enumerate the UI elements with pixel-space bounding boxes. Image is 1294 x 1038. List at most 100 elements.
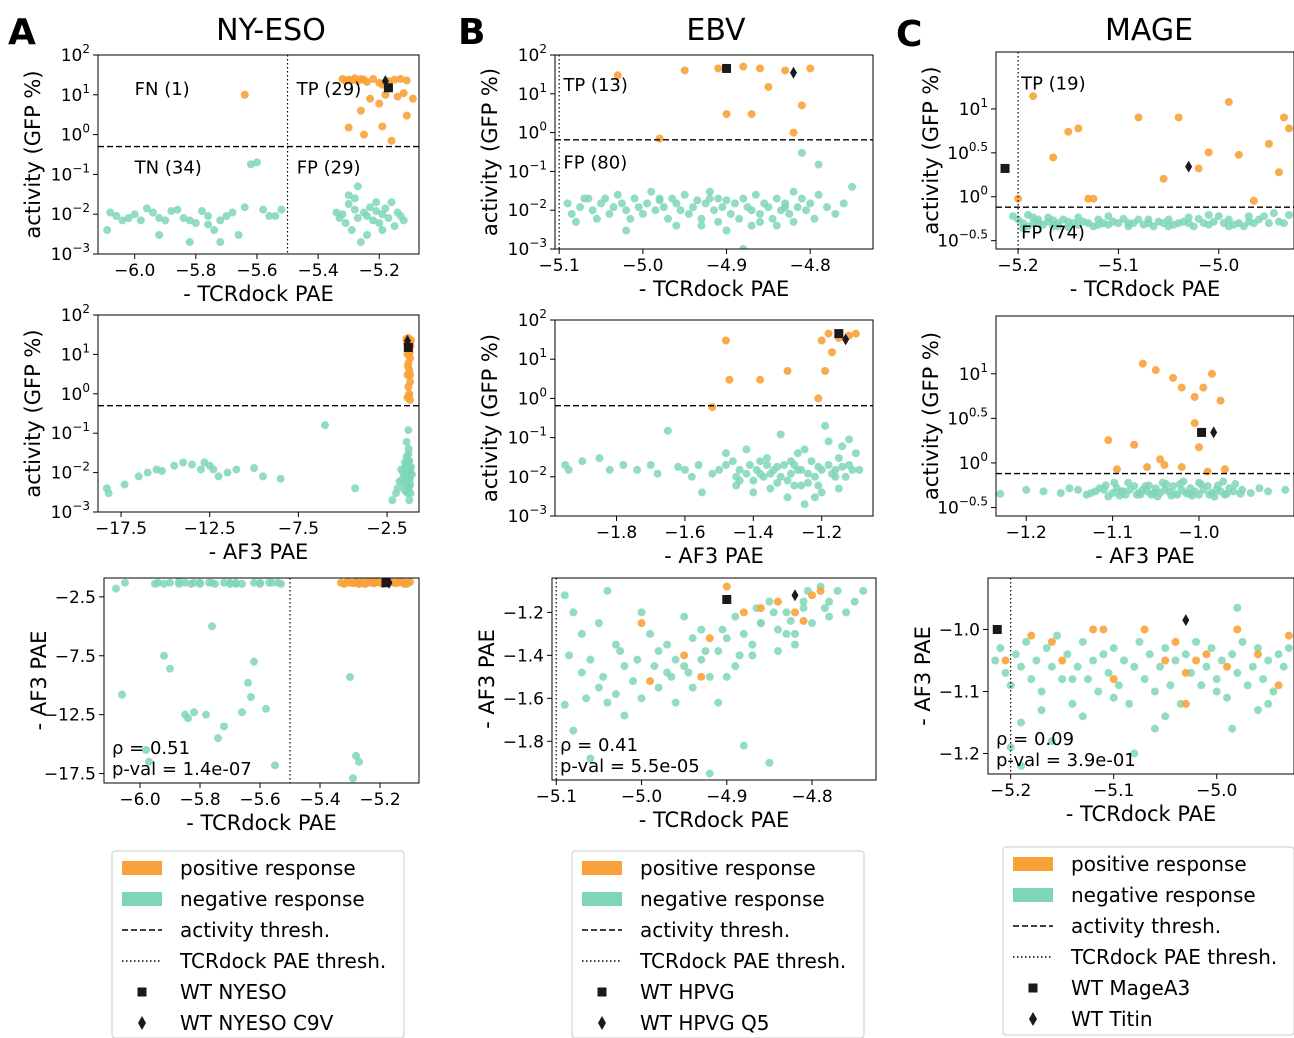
negative-point <box>240 203 249 212</box>
negative-point <box>697 655 706 664</box>
y-tick-label: 10−2 <box>51 460 90 484</box>
positive-point <box>1216 396 1225 405</box>
negative-point <box>1042 644 1051 653</box>
negative-point <box>271 212 280 221</box>
positive-point <box>1014 194 1023 203</box>
y-tick-exponent: −1 <box>72 161 90 175</box>
y-tick-exponent: 1 <box>980 361 988 375</box>
negative-point <box>1037 706 1046 715</box>
y-tick-label: −1.6 <box>503 689 544 709</box>
positive-point <box>821 367 830 376</box>
axes-frame <box>103 577 420 784</box>
y-tick-base: 10 <box>959 365 981 385</box>
negative-point <box>160 651 168 660</box>
wt-diamond-marker <box>842 333 850 346</box>
negative-point <box>1078 637 1087 646</box>
legend-item-label: WT Titin <box>1071 1007 1153 1031</box>
negative-point <box>170 461 179 470</box>
negative-point <box>191 219 200 228</box>
negative-point <box>1094 220 1103 229</box>
x-tick-label: −5.0 <box>621 787 662 807</box>
negative-point <box>730 199 739 208</box>
chart-B3: −5.1 −5.0 −4.9 −4.8 −1.2 −1.4 −1.6 −1.8 - TCRdoc… <box>475 577 877 832</box>
y-tick-base: 10 <box>959 188 981 208</box>
negative-point <box>1135 637 1144 646</box>
negative-point <box>773 625 782 634</box>
positive-point <box>1233 625 1242 634</box>
positive-point <box>739 62 748 71</box>
x-tick-label: −12.5 <box>184 519 236 539</box>
negative-point <box>104 489 113 498</box>
negative-point <box>1194 478 1203 487</box>
negative-point <box>731 662 740 671</box>
negative-point <box>1109 644 1118 653</box>
negative-point <box>718 203 727 212</box>
y-tick-exponent: −2 <box>72 460 90 474</box>
negative-point <box>991 656 1000 665</box>
negative-point <box>834 454 843 463</box>
negative-point <box>134 472 143 481</box>
negative-point <box>817 465 826 474</box>
positive-point <box>1253 650 1262 659</box>
quadrant-count-label: TP (19) <box>1020 73 1086 94</box>
negative-point <box>1269 209 1278 218</box>
negative-point <box>1243 681 1252 690</box>
negative-point <box>1269 687 1278 696</box>
legend-diamond-marker <box>138 1016 146 1030</box>
negative-point <box>173 205 182 214</box>
negative-point <box>742 469 751 478</box>
y-tick-base: 10 <box>959 454 981 474</box>
negative-point <box>637 608 646 617</box>
y-tick-label: −1.0 <box>939 620 980 640</box>
negative-point <box>722 672 731 681</box>
positive-point <box>1202 650 1211 659</box>
negative-point <box>244 678 252 687</box>
negative-point <box>277 579 285 588</box>
negative-point <box>1253 644 1262 653</box>
x-tick-label: −5.8 <box>179 790 220 810</box>
negative-point <box>356 238 365 247</box>
positive-point <box>722 110 731 119</box>
negative-point <box>136 216 145 225</box>
negative-point <box>1214 212 1223 221</box>
negative-point <box>1068 675 1077 684</box>
negative-point <box>848 182 857 191</box>
negative-point <box>576 203 585 212</box>
quadrant-count-label: FP (29) <box>297 157 361 178</box>
y-tick-label: −17.5 <box>44 765 96 785</box>
y-tick-label: 100.5 <box>947 140 988 164</box>
negative-point <box>1001 668 1010 677</box>
y-tick-label: 10−1 <box>508 158 547 182</box>
negative-point <box>667 672 676 681</box>
x-axis-label: - AF3 PAE <box>1095 544 1195 568</box>
negative-point <box>780 460 789 469</box>
y-tick-exponent: −0.5 <box>959 495 988 509</box>
negative-point <box>1212 687 1221 696</box>
x-tick-label: −1.4 <box>733 523 774 543</box>
positive-point <box>1140 625 1149 634</box>
negative-point <box>802 206 811 215</box>
negative-point <box>1150 687 1159 696</box>
positive-point <box>1049 153 1058 162</box>
negative-point <box>250 464 259 473</box>
wt-square-marker <box>1000 163 1010 173</box>
y-tick-label: 100 <box>518 385 547 409</box>
negative-point <box>185 238 194 247</box>
positive-point <box>1099 625 1108 634</box>
negative-point <box>406 469 415 478</box>
positive-point <box>1001 656 1010 665</box>
axes-frame <box>97 54 420 255</box>
y-tick-label: 100 <box>959 450 988 474</box>
negative-point <box>799 604 808 613</box>
negative-point <box>1141 482 1150 491</box>
negative-point <box>616 647 625 656</box>
negative-point <box>791 629 799 638</box>
negative-point <box>663 426 672 435</box>
points-A2 <box>102 334 416 505</box>
y-tick-exponent: 2 <box>82 302 90 316</box>
negative-point <box>601 194 610 203</box>
y-tick-exponent: −3 <box>529 503 547 517</box>
y-tick-exponent: 2 <box>539 307 547 321</box>
negative-point <box>841 472 850 481</box>
positive-point <box>824 329 833 338</box>
